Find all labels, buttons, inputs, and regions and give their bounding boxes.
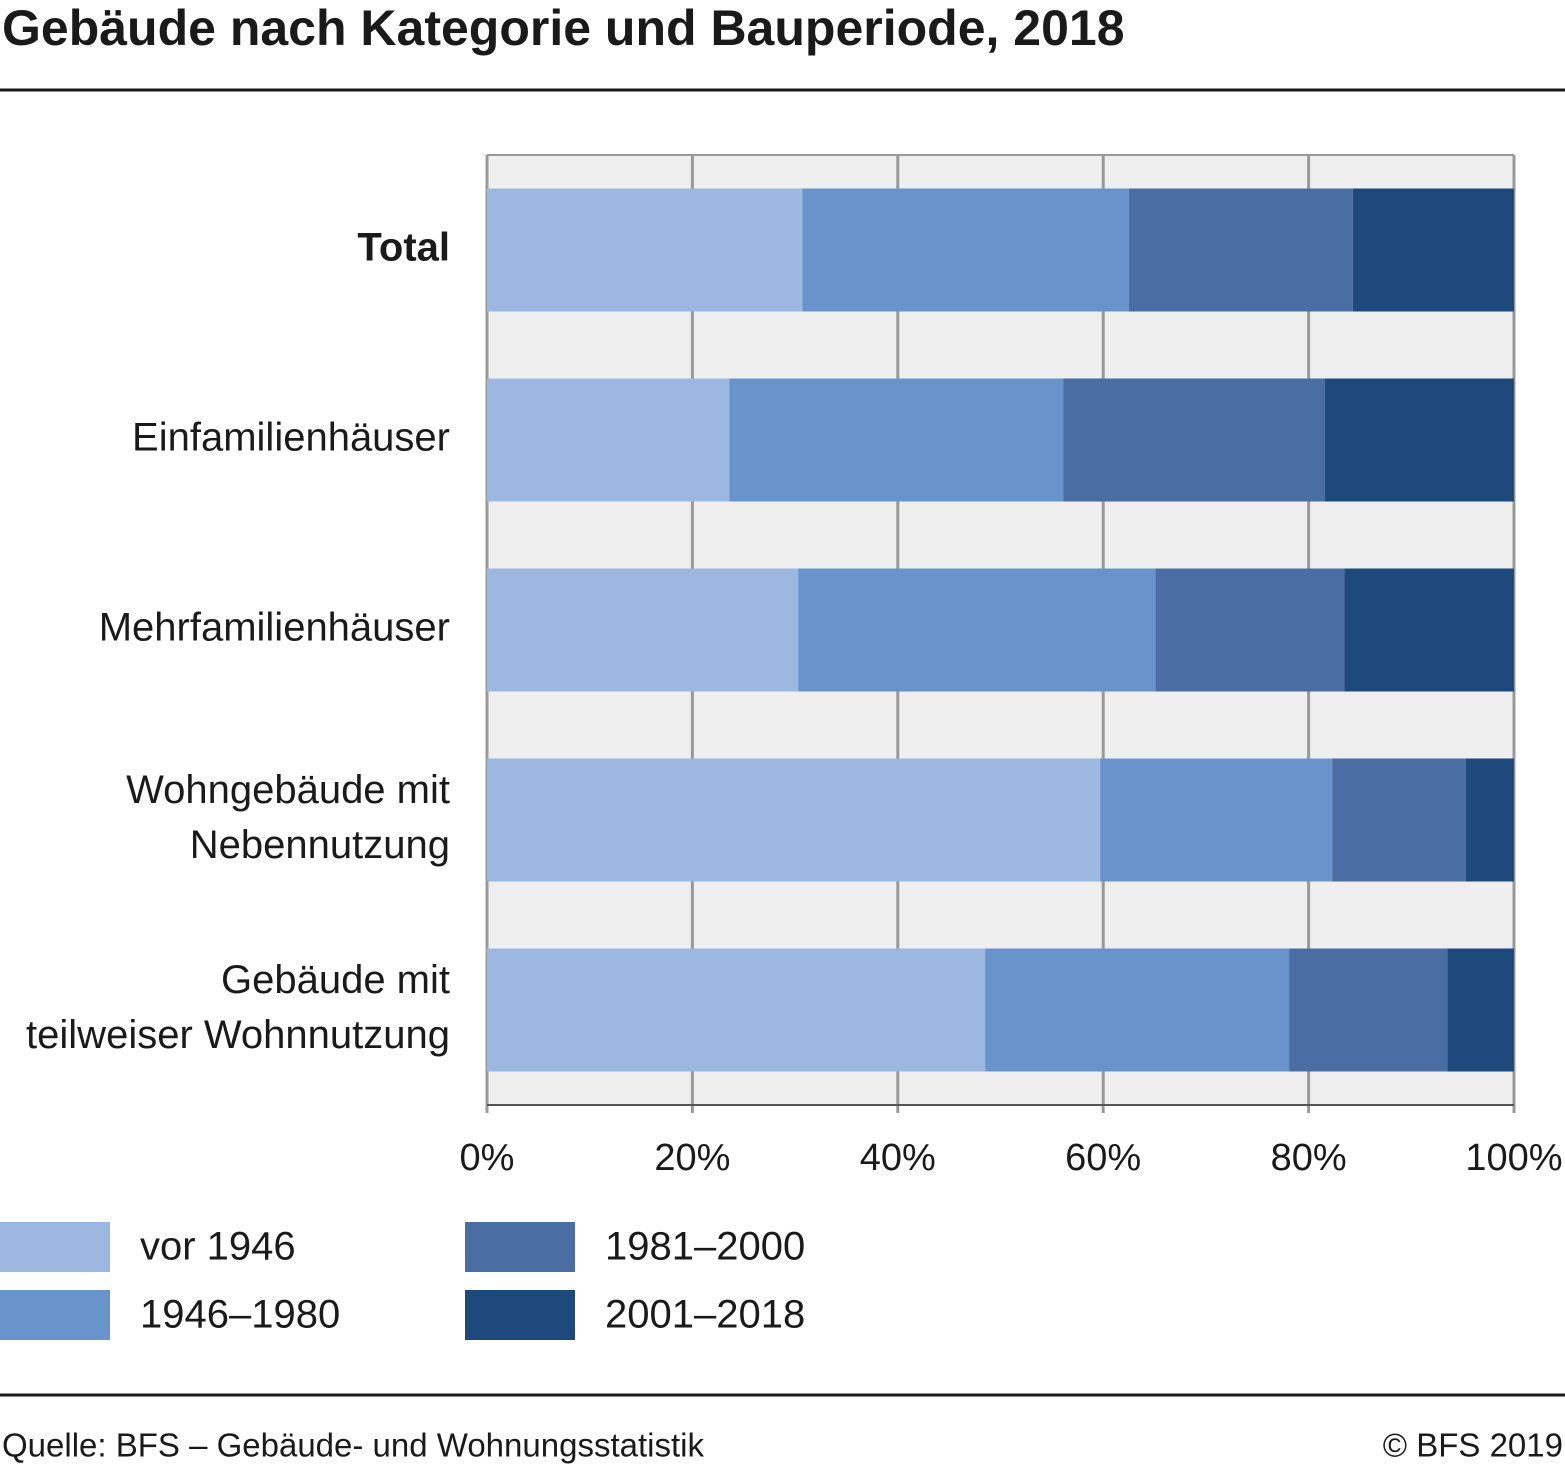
- bar-segment: [487, 378, 730, 502]
- x-tick-label: 100%: [1465, 1137, 1562, 1179]
- y-tick-label: Gebäude mit: [221, 958, 450, 1002]
- legend-label: 1946–1980: [140, 1293, 340, 1337]
- chart-title: Gebäude nach Kategorie und Bauperiode, 2…: [2, 0, 1125, 56]
- bar-segment: [487, 758, 1101, 882]
- x-tick-label: 60%: [1065, 1137, 1141, 1179]
- y-tick-label: teilweiser Wohnnutzung: [26, 1013, 450, 1057]
- bar-segment: [1352, 188, 1514, 312]
- legend-swatch: [465, 1290, 575, 1340]
- y-tick-label: Mehrfamilienhäuser: [99, 606, 450, 650]
- y-tick-label: Total: [357, 226, 450, 270]
- bar-segment: [1325, 378, 1514, 502]
- bar-segment: [1100, 758, 1333, 882]
- bar-segment: [985, 948, 1290, 1072]
- legend-swatch: [0, 1290, 110, 1340]
- bar-segment: [487, 188, 803, 312]
- y-tick-label: Wohngebäude mit: [126, 768, 450, 812]
- bar-segment: [1289, 948, 1448, 1072]
- bar-segment: [1063, 378, 1326, 502]
- legend-swatch: [0, 1222, 110, 1272]
- source: Quelle: BFS – Gebäude- und Wohnungsstati…: [2, 1427, 704, 1464]
- x-tick-label: 20%: [654, 1137, 730, 1179]
- legend-label: vor 1946: [140, 1225, 296, 1269]
- bar-segment: [1332, 758, 1466, 882]
- bar-segment: [1155, 568, 1345, 692]
- bar-segment: [802, 188, 1129, 312]
- bar-segment: [798, 568, 1156, 692]
- bar-segment: [1344, 568, 1514, 692]
- x-tick-label: 80%: [1271, 1137, 1347, 1179]
- x-tick-label: 40%: [860, 1137, 936, 1179]
- legend-label: 2001–2018: [605, 1293, 805, 1337]
- x-tick-label: 0%: [460, 1137, 515, 1179]
- bar-segment: [487, 948, 986, 1072]
- copyright: © BFS 2019: [1383, 1427, 1563, 1464]
- bar-segment: [729, 378, 1064, 502]
- legend-swatch: [465, 1222, 575, 1272]
- bar-segment: [1128, 188, 1353, 312]
- bar-segment: [487, 568, 799, 692]
- legend-label: 1981–2000: [605, 1225, 805, 1269]
- bar-segment: [1447, 948, 1514, 1072]
- y-tick-label: Nebennutzung: [190, 823, 450, 867]
- y-tick-label: Einfamilienhäuser: [132, 416, 450, 460]
- bar-segment: [1465, 758, 1514, 882]
